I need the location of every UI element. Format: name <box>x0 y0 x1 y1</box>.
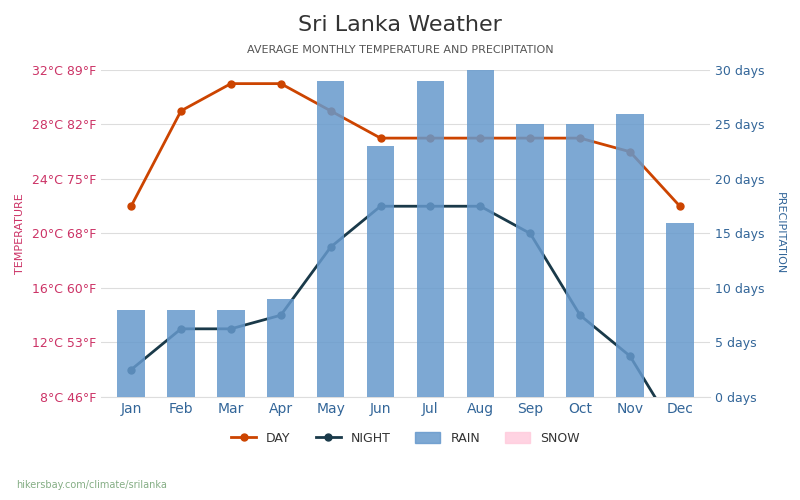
Bar <box>616 114 644 397</box>
Y-axis label: TEMPERATURE: TEMPERATURE <box>15 193 25 274</box>
Legend: DAY, NIGHT, RAIN, SNOW: DAY, NIGHT, RAIN, SNOW <box>226 426 585 450</box>
Bar <box>317 81 344 397</box>
Bar <box>666 222 694 397</box>
Bar <box>118 310 145 397</box>
Bar <box>517 124 544 397</box>
Text: AVERAGE MONTHLY TEMPERATURE AND PRECIPITATION: AVERAGE MONTHLY TEMPERATURE AND PRECIPIT… <box>246 45 554 55</box>
Bar <box>417 81 444 397</box>
Bar <box>167 310 194 397</box>
Bar <box>566 124 594 397</box>
Y-axis label: PRECIPITATION: PRECIPITATION <box>775 192 785 274</box>
Bar <box>466 70 494 397</box>
Bar <box>367 146 394 397</box>
Bar <box>267 299 294 397</box>
Bar <box>217 310 245 397</box>
Text: Sri Lanka Weather: Sri Lanka Weather <box>298 15 502 35</box>
Text: hikersbay.com/climate/srilanka: hikersbay.com/climate/srilanka <box>16 480 167 490</box>
